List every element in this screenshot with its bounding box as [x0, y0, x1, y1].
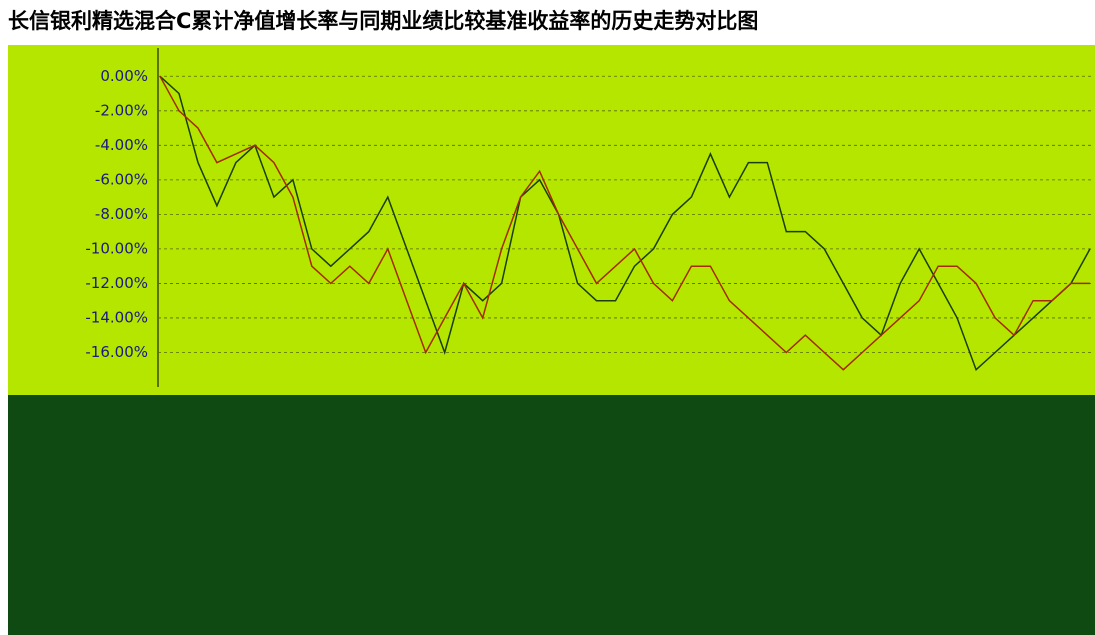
- chart-title: 长信银利精选混合C累计净值增长率与同期业绩比较基准收益率的历史走势对比图: [8, 9, 758, 33]
- y-tick-label: -6.00%: [95, 170, 148, 188]
- y-tick-label: -2.00%: [95, 101, 148, 119]
- y-tick-label: -10.00%: [85, 239, 148, 257]
- lower-background: [8, 395, 1095, 635]
- y-tick-label: -8.00%: [95, 205, 148, 223]
- y-tick-label: -16.00%: [85, 343, 148, 361]
- page: {"chart_data": {"type": "line", "title":…: [0, 0, 1095, 635]
- y-tick-label: -4.00%: [95, 136, 148, 154]
- chart: 长信银利精选混合C累计净值增长率与同期业绩比较基准收益率的历史走势对比图 0.0…: [0, 0, 1095, 635]
- y-tick-label: -12.00%: [85, 274, 148, 292]
- y-tick-label: 0.00%: [100, 67, 148, 85]
- y-tick-label: -14.00%: [85, 308, 148, 326]
